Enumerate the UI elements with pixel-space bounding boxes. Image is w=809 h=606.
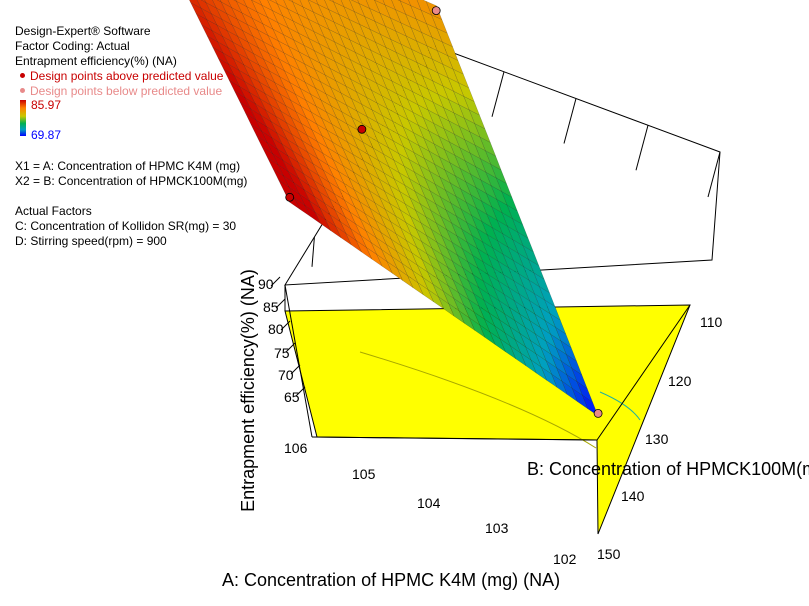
software-name: Design-Expert® Software — [15, 24, 151, 38]
floor-contour — [599, 391, 641, 421]
b-tick-150: 150 — [597, 546, 621, 562]
surface-cell — [416, 0, 432, 16]
front-box-lines — [284, 284, 691, 441]
z-tick-85: 85 — [263, 299, 279, 315]
z-tick-mark — [270, 276, 281, 287]
z-tick-70: 70 — [278, 367, 294, 383]
design-point-above[interactable] — [285, 192, 295, 202]
surface-cell — [189, 0, 202, 9]
z-axis-edge — [284, 284, 313, 438]
a-tick-102: 102 — [553, 551, 577, 567]
z-axis-title: Entrapment efficiency(%) (NA) — [237, 269, 258, 512]
factor-coding: Factor Coding: Actual — [15, 39, 130, 53]
surface-cell — [308, 0, 319, 5]
floor-contour — [359, 351, 597, 449]
surface-cell — [204, 0, 217, 9]
surface-cell — [227, 0, 243, 14]
actual-factors-title: Actual Factors — [15, 204, 92, 218]
surface-cell — [259, 0, 273, 11]
z-tick-75: 75 — [274, 345, 290, 361]
x-axis-title: A: Concentration of HPMC K4M (mg) (NA) — [222, 570, 561, 590]
surface-cell — [196, 0, 212, 15]
z-tick-mark — [285, 342, 296, 353]
b-wall-gridline — [707, 151, 721, 198]
a-tick-104: 104 — [417, 495, 441, 511]
colorbar-max: 85.97 — [31, 98, 62, 112]
surface-cell — [267, 0, 284, 17]
surface-cell — [299, 0, 314, 13]
surface-cell — [251, 0, 263, 6]
surface-cell — [219, 0, 232, 8]
design-point-above[interactable] — [357, 124, 367, 134]
design-point-below[interactable] — [431, 6, 441, 16]
legend-above: Design points above predicted value — [20, 69, 223, 84]
surface-cell — [233, 0, 237, 2]
b-wall-gridline — [563, 98, 577, 144]
surface-cell — [212, 0, 227, 14]
surface-cell — [288, 0, 293, 3]
a-tick-105: 105 — [352, 466, 376, 482]
actual-factor-d: D: Stirring speed(rpm) = 900 — [15, 234, 167, 248]
design-point-below[interactable] — [593, 408, 603, 418]
actual-factor-c: C: Concentration of Kollidon SR(mg) = 30 — [15, 219, 237, 233]
b-wall-gridline — [491, 71, 505, 117]
design-points — [285, 6, 603, 418]
front-box-edge — [311, 304, 691, 441]
surface-cell — [235, 0, 248, 7]
a-tick-106: 106 — [284, 440, 308, 456]
response-surface — [189, 0, 599, 417]
y-axis-title: B: Concentration of HPMCK100M(mg) (NA) — [527, 459, 809, 479]
z-tick-mark — [280, 320, 291, 331]
b-tick-140: 140 — [621, 488, 645, 504]
surface-cell — [382, 0, 396, 10]
surface-cell — [332, 0, 345, 7]
z-tick-65: 65 — [284, 389, 300, 405]
colorbar — [20, 100, 26, 136]
surface-cell — [283, 0, 299, 15]
surface-cell — [324, 0, 340, 15]
surface-cell — [399, 0, 411, 6]
a-tick-103: 103 — [485, 520, 509, 536]
surface-cell — [217, 0, 222, 3]
factor-x1: X1 = A: Concentration of HPMC K4M (mg) — [15, 159, 241, 173]
surface-cell — [251, 0, 268, 18]
z-tick-mark — [290, 364, 301, 375]
surface-cell — [365, 0, 381, 14]
legend-below: Design points below predicted value — [20, 84, 222, 99]
b-tick-120: 120 — [668, 373, 692, 389]
surface-cell — [357, 0, 370, 9]
factor-x2: X2 = B: Concentration of HPMCK100M(mg) — [15, 174, 248, 188]
colorbar-min: 69.87 — [31, 128, 62, 142]
surface-cell — [397, 0, 401, 2]
b-tick-110: 110 — [700, 314, 723, 330]
surface-cell — [329, 0, 334, 3]
surface-cell — [275, 0, 288, 10]
below-point-icon — [20, 88, 25, 94]
z-tick-80: 80 — [268, 321, 284, 337]
b-wall-gridline — [635, 125, 649, 171]
response-name: Entrapment efficiency(%) (NA) — [15, 54, 177, 68]
surface-cell — [269, 0, 278, 5]
surface-cell — [349, 0, 365, 17]
surface-cell — [200, 0, 207, 3]
surface-cell — [340, 0, 355, 12]
surface-cell — [351, 0, 360, 4]
surface-cell — [291, 0, 304, 8]
surface-cell — [243, 0, 258, 13]
b-tick-130: 130 — [645, 431, 669, 447]
surface-cell — [315, 0, 329, 10]
surface-cell — [391, 0, 406, 15]
legend-above-label: Design points above predicted value — [30, 69, 224, 83]
z-tick-90: 90 — [258, 276, 274, 292]
surface-cell — [307, 0, 325, 18]
legend-below-label: Design points below predicted value — [30, 84, 223, 98]
above-point-icon — [20, 73, 25, 79]
surface-cell — [374, 0, 386, 6]
surface-cell — [408, 0, 422, 11]
z-tick-mark — [275, 298, 286, 309]
a-wall-gridline — [311, 236, 315, 267]
